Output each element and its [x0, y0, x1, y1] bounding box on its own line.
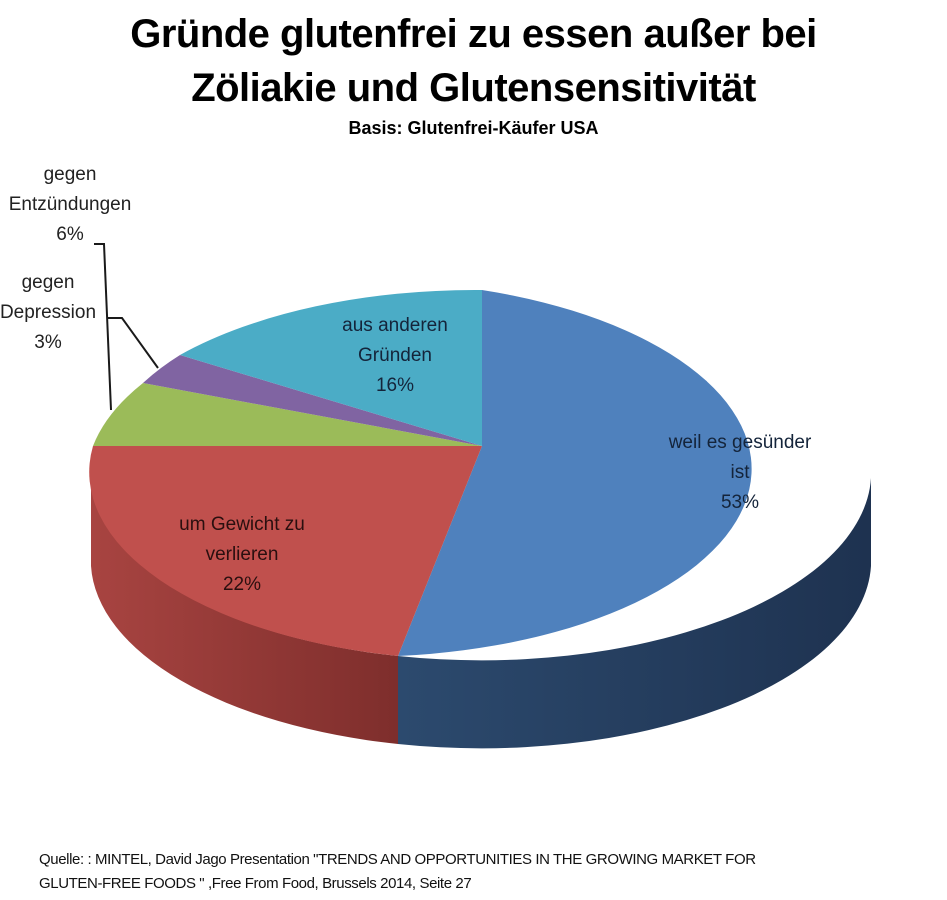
- label-depression: gegen Depression 3%: [0, 268, 110, 358]
- label-gewicht-pct: 22%: [222, 574, 262, 595]
- label-depression-line2: Depression: [0, 302, 97, 323]
- slice-side-gesuender: [398, 478, 871, 749]
- label-andere-pct: 16%: [375, 375, 415, 396]
- label-andere-line1: aus anderen: [342, 315, 448, 336]
- label-entzuendungen-line1: gegen: [43, 164, 97, 185]
- label-gewicht: um Gewicht zu verlieren 22%: [142, 510, 342, 600]
- chart-title-line-1: Gründe glutenfrei zu essen außer bei: [130, 12, 817, 56]
- slice-andere[interactable]: [180, 289, 482, 446]
- slice-depression[interactable]: [143, 355, 482, 446]
- label-andere-line2: Gründen: [358, 345, 432, 366]
- label-entzuendungen-line2: Entzündungen: [8, 194, 132, 215]
- label-gewicht-line1: um Gewicht zu: [179, 514, 305, 535]
- label-andere: aus anderen Gründen 16%: [310, 311, 480, 401]
- label-depression-pct: 3%: [34, 332, 62, 353]
- label-entzuendungen: gegen Entzündungen 6%: [0, 160, 150, 250]
- chart-title-line-2: Zöliakie und Glutensensitivität: [191, 66, 756, 110]
- leader-line-entzuendungen: [94, 243, 112, 411]
- slice-side-gewicht: [91, 478, 398, 744]
- leader-line-depression: [108, 317, 159, 369]
- source-line-1: Quelle: : MINTEL, David Jago Presentatio…: [39, 851, 756, 868]
- chart-subtitle: Basis: Glutenfrei-Käufer USA: [348, 118, 599, 138]
- slice-gesuender[interactable]: [398, 290, 752, 656]
- slice-entzuendungen[interactable]: [93, 383, 482, 446]
- label-gesuender-line2: ist: [730, 462, 750, 483]
- label-gesuender-pct: 53%: [720, 492, 760, 513]
- slice-gewicht[interactable]: [89, 446, 482, 656]
- label-gewicht-line2: verlieren: [205, 544, 279, 565]
- source-line-2: GLUTEN-FREE FOODS " ,Free From Food, Bru…: [39, 875, 472, 892]
- label-gesuender-line1: weil es gesünder: [668, 432, 812, 453]
- source-note: Quelle: : MINTEL, David Jago Presentatio…: [39, 848, 756, 896]
- label-depression-line1: gegen: [21, 272, 75, 293]
- label-entzuendungen-pct: 6%: [56, 224, 84, 245]
- label-gesuender: weil es gesünder ist 53%: [640, 428, 840, 518]
